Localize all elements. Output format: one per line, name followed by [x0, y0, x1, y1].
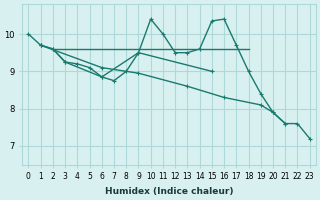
X-axis label: Humidex (Indice chaleur): Humidex (Indice chaleur)	[105, 187, 233, 196]
